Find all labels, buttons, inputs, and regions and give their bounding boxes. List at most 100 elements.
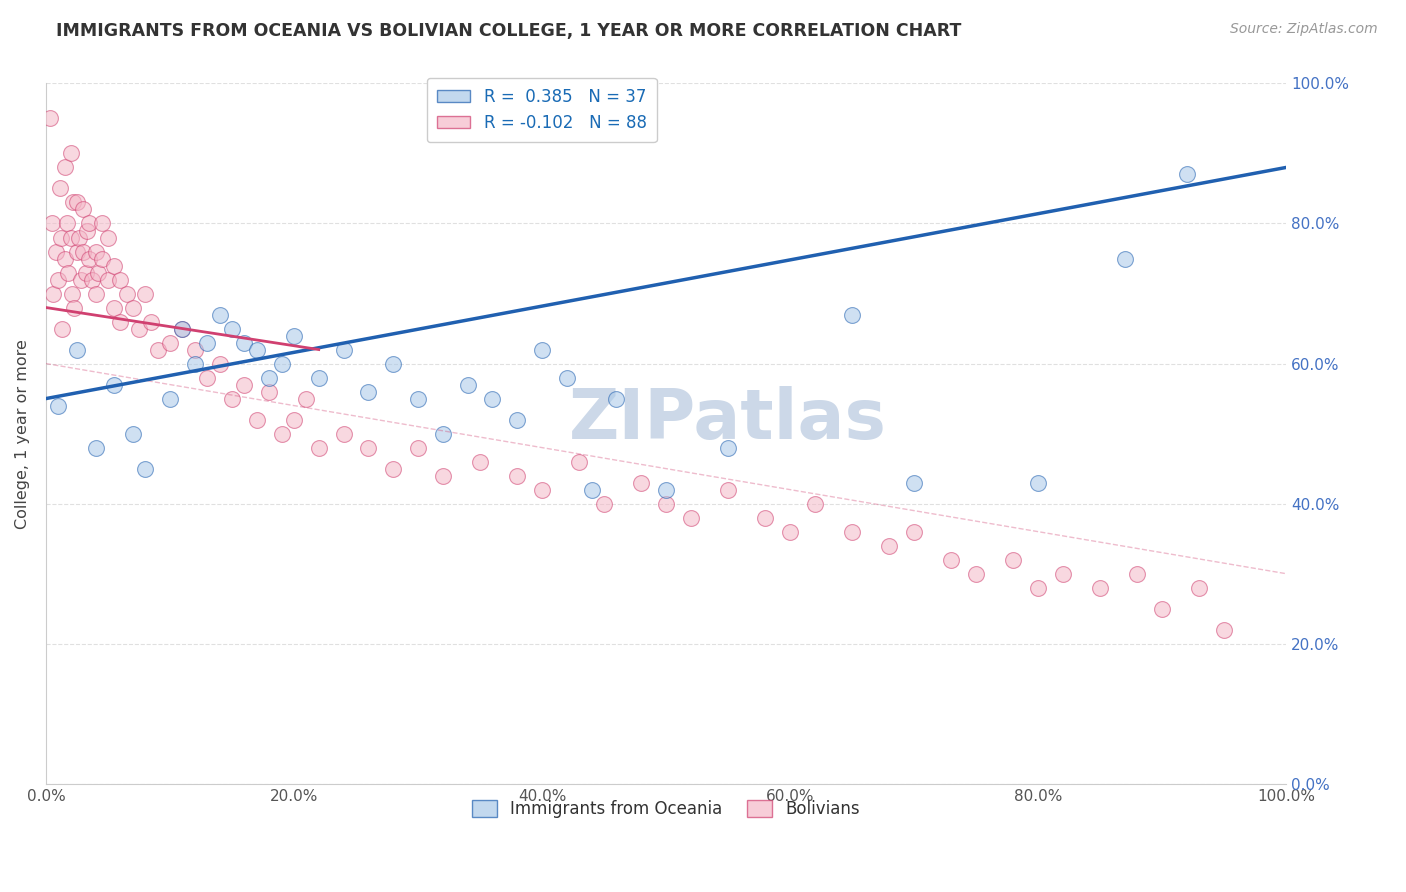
Point	[257, 370, 280, 384]
Point	[1188, 581, 1211, 595]
Point	[803, 497, 825, 511]
Point	[87, 266, 110, 280]
Point	[90, 252, 112, 266]
Point	[1026, 581, 1049, 595]
Point	[184, 357, 207, 371]
Point	[195, 335, 218, 350]
Point	[357, 441, 380, 455]
Point	[79, 217, 101, 231]
Text: ZIPatlas: ZIPatlas	[569, 386, 887, 453]
Point	[84, 441, 107, 455]
Point	[270, 357, 292, 371]
Point	[134, 461, 156, 475]
Point	[115, 286, 138, 301]
Text: Source: ZipAtlas.com: Source: ZipAtlas.com	[1230, 22, 1378, 37]
Point	[49, 230, 72, 244]
Point	[1213, 623, 1236, 637]
Point	[90, 217, 112, 231]
Point	[97, 272, 120, 286]
Point	[62, 195, 84, 210]
Point	[233, 335, 256, 350]
Point	[103, 259, 125, 273]
Legend: Immigrants from Oceania, Bolivians: Immigrants from Oceania, Bolivians	[465, 793, 868, 824]
Point	[655, 483, 678, 497]
Point	[481, 392, 503, 406]
Point	[72, 202, 94, 217]
Point	[41, 217, 63, 231]
Point	[233, 377, 256, 392]
Point	[593, 497, 616, 511]
Point	[45, 244, 67, 259]
Point	[457, 377, 479, 392]
Point	[103, 301, 125, 315]
Point	[84, 286, 107, 301]
Point	[63, 301, 86, 315]
Point	[60, 286, 83, 301]
Point	[605, 392, 627, 406]
Point	[308, 370, 330, 384]
Point	[97, 230, 120, 244]
Point	[841, 524, 863, 539]
Point	[208, 357, 231, 371]
Point	[468, 454, 491, 468]
Point	[110, 272, 132, 286]
Point	[432, 468, 454, 483]
Point	[308, 441, 330, 455]
Point	[69, 272, 91, 286]
Point	[38, 112, 60, 126]
Point	[1052, 566, 1074, 581]
Point	[754, 510, 776, 524]
Point	[146, 343, 169, 357]
Point	[283, 412, 305, 426]
Point	[382, 357, 405, 371]
Point	[1114, 252, 1136, 266]
Point	[530, 343, 553, 357]
Point	[555, 370, 578, 384]
Point	[69, 230, 91, 244]
Point	[48, 181, 70, 195]
Point	[581, 483, 603, 497]
Point	[270, 426, 292, 441]
Point	[58, 266, 80, 280]
Point	[103, 377, 125, 392]
Point	[66, 343, 89, 357]
Point	[121, 426, 143, 441]
Point	[1126, 566, 1149, 581]
Point	[128, 321, 150, 335]
Point	[406, 392, 429, 406]
Point	[1175, 168, 1198, 182]
Point	[717, 483, 740, 497]
Point	[72, 244, 94, 259]
Point	[172, 321, 194, 335]
Point	[141, 314, 163, 328]
Point	[75, 266, 97, 280]
Point	[110, 314, 132, 328]
Point	[59, 230, 82, 244]
Point	[208, 308, 231, 322]
Point	[332, 343, 354, 357]
Point	[159, 335, 181, 350]
Point	[679, 510, 702, 524]
Point	[59, 146, 82, 161]
Point	[80, 272, 103, 286]
Point	[903, 475, 925, 490]
Point	[53, 161, 76, 175]
Point	[630, 475, 652, 490]
Point	[1002, 552, 1025, 566]
Point	[48, 399, 70, 413]
Point	[184, 343, 207, 357]
Point	[941, 552, 963, 566]
Point	[1026, 475, 1049, 490]
Point	[246, 343, 269, 357]
Point	[506, 468, 529, 483]
Point	[76, 223, 98, 237]
Point	[246, 412, 269, 426]
Point	[406, 441, 429, 455]
Point	[295, 392, 318, 406]
Point	[159, 392, 181, 406]
Point	[56, 217, 79, 231]
Point	[1088, 581, 1111, 595]
Point	[568, 454, 591, 468]
Point	[221, 321, 243, 335]
Point	[903, 524, 925, 539]
